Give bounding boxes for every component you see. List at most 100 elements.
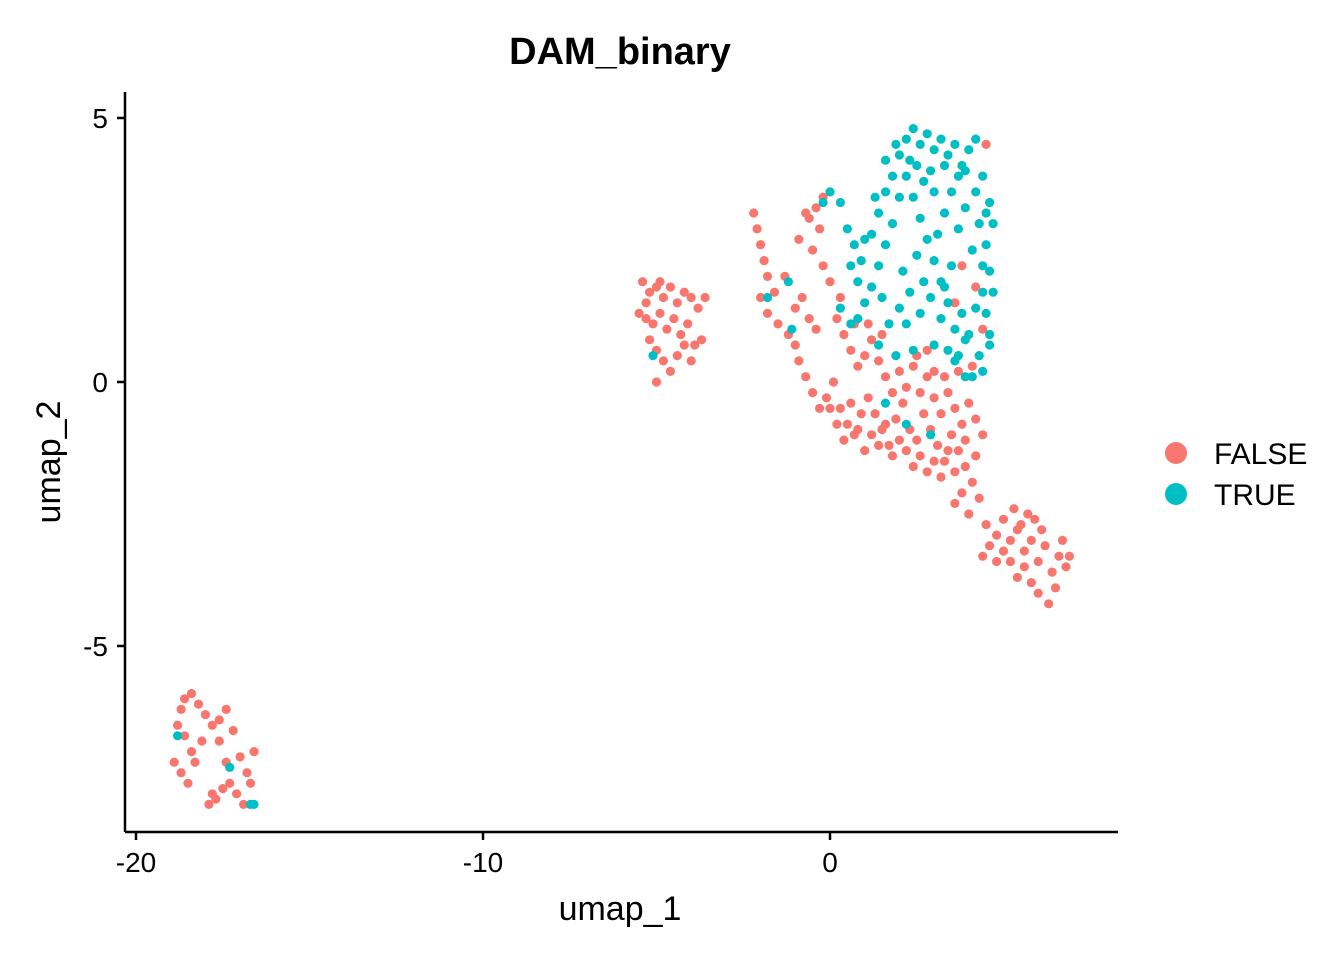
point-false-114 (1033, 588, 1043, 598)
point-true-106 (880, 155, 891, 165)
point-false-124 (1030, 514, 1040, 524)
point-false-29 (180, 731, 190, 741)
point-false-42 (648, 319, 658, 329)
point-true-6 (783, 277, 794, 287)
point-false-167 (839, 435, 849, 445)
point-false-6 (207, 720, 217, 730)
point-false-126 (1016, 520, 1026, 530)
point-true-12 (891, 351, 901, 361)
point-false-145 (860, 351, 870, 361)
point-false-22 (239, 799, 249, 810)
y-axis-title: umap_2 (30, 401, 68, 524)
point-false-62 (756, 240, 766, 250)
point-true-98 (929, 340, 939, 350)
point-false-11 (242, 768, 252, 778)
point-true-69 (860, 298, 870, 308)
point-true-71 (846, 261, 856, 271)
point-true-68 (867, 282, 877, 292)
point-true-36 (915, 139, 925, 149)
point-false-46 (676, 329, 686, 340)
point-false-180 (929, 456, 939, 466)
point-false-153 (915, 388, 925, 398)
point-false-14 (176, 768, 186, 778)
point-false-112 (1050, 583, 1061, 593)
point-true-40 (943, 150, 953, 160)
point-true-26 (842, 224, 853, 234)
point-false-33 (658, 292, 669, 303)
point-false-116 (1019, 562, 1029, 572)
point-true-38 (929, 145, 939, 155)
point-true-64 (894, 192, 905, 202)
point-false-158 (950, 403, 960, 413)
point-true-97 (915, 308, 925, 318)
legend-key-true (1165, 483, 1187, 505)
point-false-166 (832, 419, 842, 429)
point-false-54 (672, 351, 682, 361)
y-tick-label-1: 0 (92, 367, 108, 398)
point-false-38 (693, 303, 703, 313)
point-false-103 (1005, 535, 1016, 546)
point-true-83 (974, 219, 984, 229)
point-false-59 (655, 277, 665, 287)
point-false-2 (180, 694, 190, 704)
point-true-34 (901, 134, 911, 144)
point-true-81 (960, 203, 970, 213)
point-false-41 (641, 314, 651, 324)
point-false-170 (860, 446, 870, 456)
point-false-99 (974, 493, 984, 503)
point-true-85 (946, 261, 957, 271)
point-false-20 (225, 778, 235, 788)
point-false-146 (867, 335, 877, 345)
point-false-122 (978, 551, 988, 561)
point-true-79 (946, 187, 957, 197)
point-false-179 (922, 467, 932, 477)
point-false-201 (794, 234, 804, 244)
point-false-189 (863, 319, 873, 329)
point-false-138 (790, 303, 800, 313)
point-false-34 (665, 282, 676, 292)
point-false-16 (190, 757, 200, 767)
point-true-75 (919, 277, 929, 287)
point-false-43 (655, 308, 665, 318)
point-true-20 (967, 372, 977, 382)
point-false-91 (939, 456, 950, 466)
point-false-141 (832, 314, 842, 324)
point-false-119 (998, 546, 1009, 556)
point-false-169 (853, 424, 863, 435)
point-true-66 (880, 240, 891, 250)
point-false-75 (828, 377, 839, 387)
point-true-56 (950, 324, 960, 334)
point-false-92 (946, 430, 957, 440)
point-false-117 (1012, 572, 1023, 583)
point-true-67 (874, 261, 884, 271)
point-false-57 (697, 335, 707, 345)
point-true-25 (835, 197, 846, 208)
x-tick-label-1: -10 (463, 847, 503, 878)
point-true-51 (981, 308, 991, 318)
point-false-85 (898, 398, 908, 408)
point-true-1 (225, 762, 235, 773)
point-false-198 (835, 292, 846, 303)
y-tick-label-2: -5 (83, 631, 108, 662)
point-false-143 (846, 345, 856, 355)
point-true-50 (988, 287, 998, 297)
point-true-60 (922, 234, 932, 244)
point-false-12 (249, 747, 259, 757)
point-true-37 (922, 129, 932, 139)
point-true-35 (908, 124, 918, 134)
point-false-26 (186, 747, 197, 757)
point-false-13 (169, 757, 179, 767)
point-false-154 (922, 372, 932, 382)
point-true-14 (880, 398, 891, 408)
point-true-43 (964, 145, 974, 155)
point-false-155 (929, 393, 939, 403)
point-false-81 (870, 409, 880, 419)
point-true-101 (960, 372, 970, 382)
point-false-72 (808, 388, 818, 398)
point-false-69 (790, 340, 800, 350)
point-false-1 (176, 704, 186, 715)
point-false-182 (943, 446, 953, 456)
points-layer (169, 124, 1074, 810)
point-true-54 (964, 329, 974, 340)
point-false-151 (901, 382, 911, 392)
